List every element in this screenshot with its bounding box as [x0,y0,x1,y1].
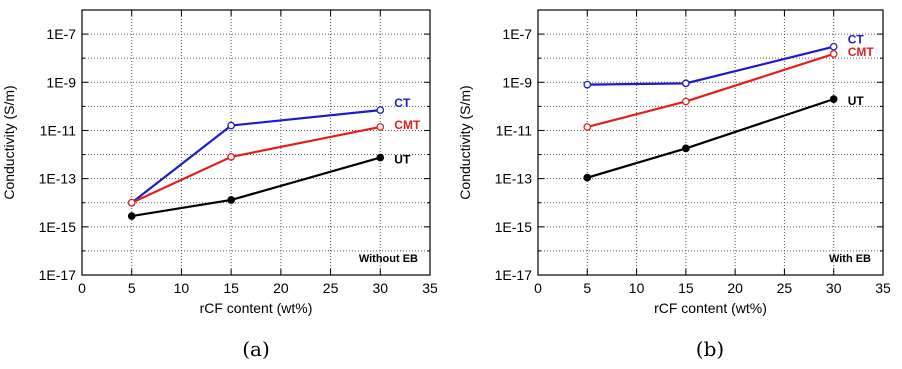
y-tick-label: 1E-11 [40,122,77,138]
plot-frame [537,9,884,276]
data-point [829,42,838,51]
y-tick-label: 1E-7 [502,26,532,42]
chart-panel-b: 0 5 10 15 20 25 30 35 1E-17 1E-15 1E-13 1E-11 1E-9 1E… [457,9,891,361]
x-tick-label: 5 [583,280,591,296]
series-label: CMT [394,118,421,132]
y-tick-label: 1E-13 [39,171,77,187]
series-line [586,98,835,179]
data-point [829,50,838,58]
series-line [131,109,381,204]
series-label: CT [394,96,411,110]
gridlines [538,10,883,275]
series-line [131,156,381,218]
x-tick-label: 30 [826,280,842,296]
y-tick-label: 1E-15 [39,219,77,235]
y-tick-label: 1E-15 [495,219,533,235]
data-point [227,153,235,161]
panel-caption: (a) [242,337,270,361]
series-line [587,52,835,128]
panel-caption: (b) [696,337,724,361]
x-tick-label: 15 [678,280,694,296]
y-tick-label: 1E-7 [46,26,76,42]
series-label: UT [848,94,865,108]
series-label: CT [848,33,865,47]
data-point [376,153,385,162]
x-tick-label: 15 [223,280,239,296]
data-point [127,212,136,220]
series-cmt: CMT [583,45,875,131]
data-point [127,198,136,207]
panel-annotation: Without EB [359,253,418,265]
x-tick-label: 10 [174,280,190,296]
x-tick-label: 20 [273,280,289,296]
x-tick-label: 10 [629,280,645,296]
series-ut: UT [583,94,865,182]
data-point [376,106,385,114]
series-label: UT [394,153,411,167]
axis-ticks [81,9,431,276]
x-tick-label: 0 [534,280,542,296]
y-axis-title: Conductivity (S/m) [1,85,17,199]
x-tick-label: 25 [323,280,339,296]
y-tick-label: 1E-9 [502,74,532,90]
x-tick-label: 5 [128,280,136,296]
x-tick-label: 35 [875,280,891,296]
series-ut: UT [127,153,411,220]
data-point [829,95,838,103]
gridlines [82,10,430,275]
x-tick-label: 20 [727,280,743,296]
chart-panel-a: 0 5 10 15 20 25 30 35 1E-17 1E-15 1E-13 1E-11 1E-9 1E… [1,9,438,361]
x-tick-label: 35 [422,280,438,296]
x-axis-title: rCF content (wt%) [200,300,313,316]
x-axis-title: rCF content (wt%) [654,300,767,316]
y-tick-label: 1E-13 [495,171,533,187]
series-ct: CT [583,33,865,89]
y-tick-label: 1E-17 [39,267,77,283]
data-point [583,123,592,131]
y-tick-label: 1E-11 [496,122,533,138]
data-point [376,123,385,131]
x-tick-label: 25 [777,280,793,296]
series-cmt: CMT [127,118,421,207]
y-axis-title: Conductivity (S/m) [457,85,473,199]
axis-ticks [537,9,884,276]
data-point [227,196,235,204]
data-point [227,121,235,130]
data-point [682,79,690,88]
data-point [682,144,690,153]
x-tick-label: 30 [372,280,388,296]
series-label: CMT [848,45,875,59]
series-line [131,125,381,204]
plot-frame [81,9,431,276]
data-point [682,97,690,106]
y-tick-label: 1E-17 [495,267,533,283]
y-tick-label: 1E-9 [46,74,76,90]
panel-annotation: With EB [829,253,871,265]
x-tick-label: 0 [78,280,86,296]
data-point [583,80,592,89]
data-point [583,173,592,182]
